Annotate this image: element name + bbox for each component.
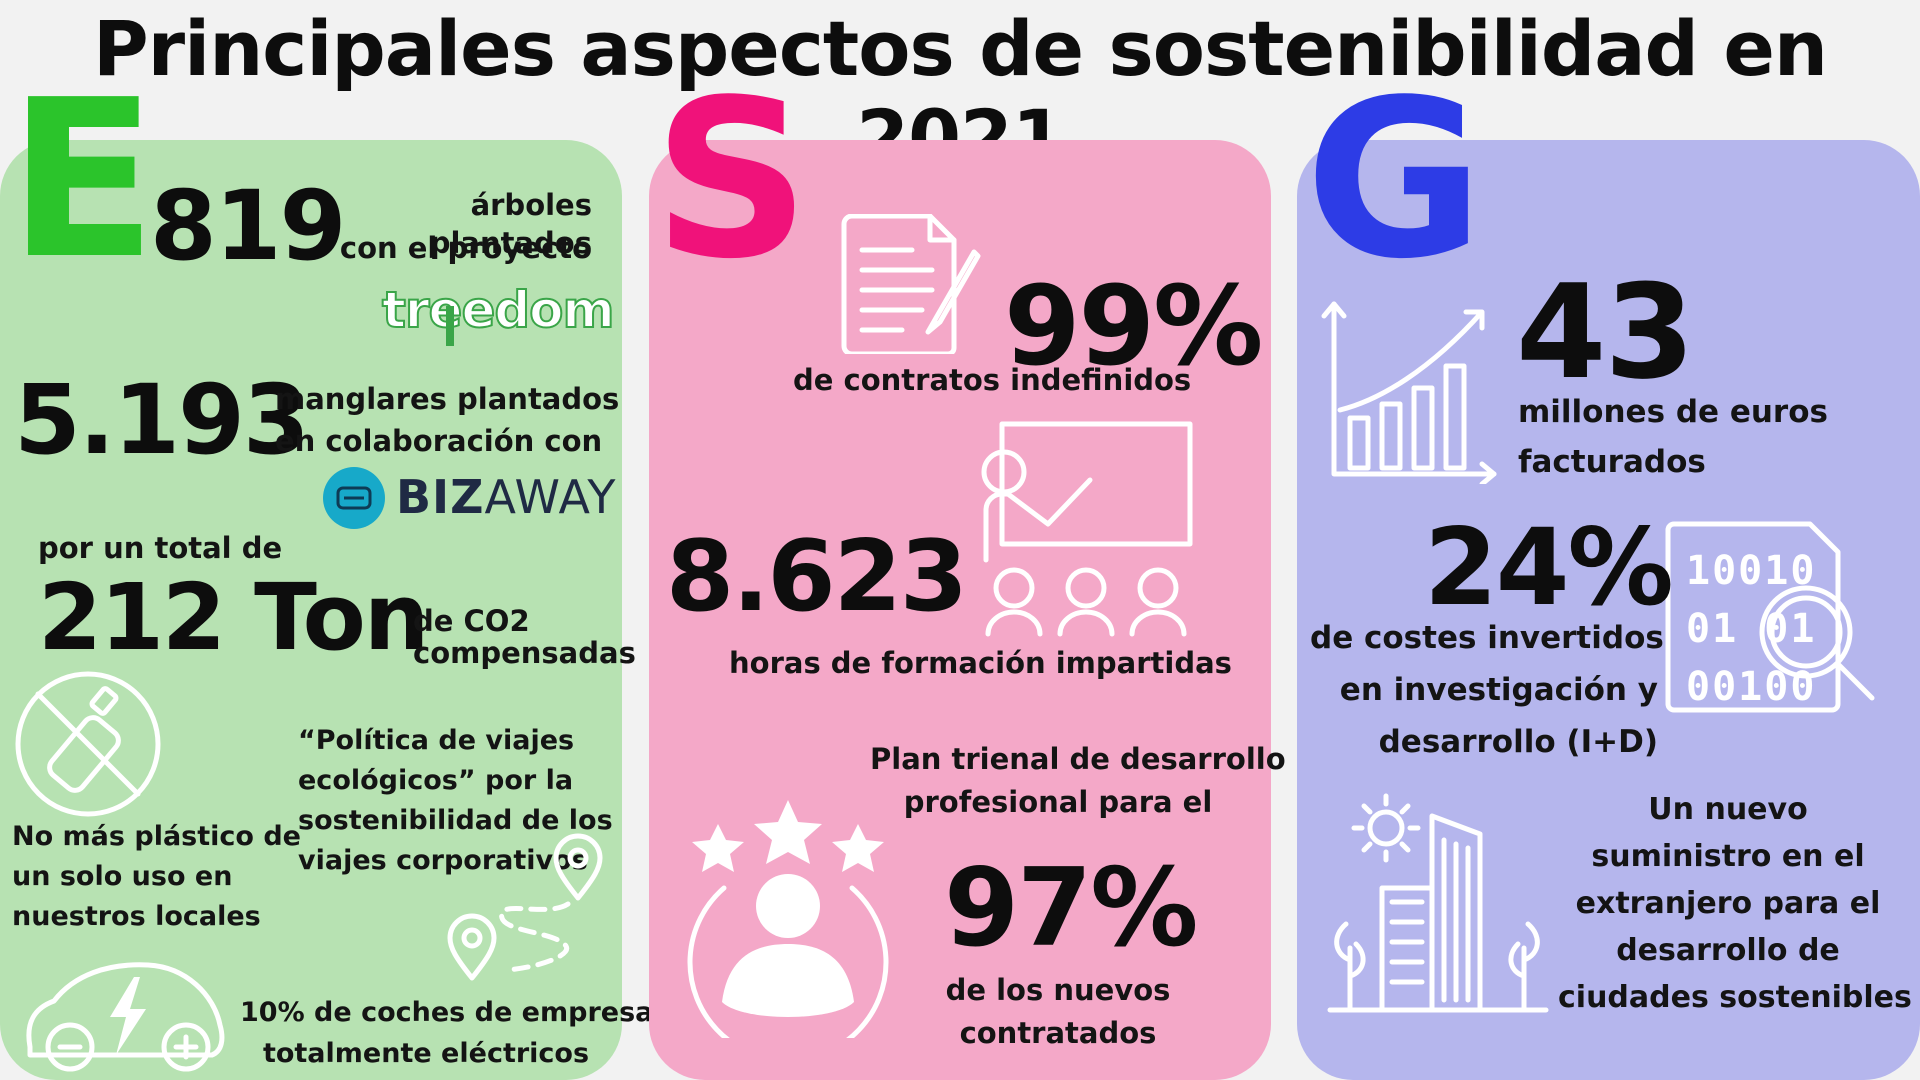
plan-label-3: de los nuevos bbox=[945, 973, 1171, 1007]
rd-icon-binary-2: 01 01 bbox=[1686, 606, 1817, 652]
rd-label-2: en investigación y bbox=[1339, 672, 1658, 708]
page-title: Principales aspectos de sostenibilidad e… bbox=[92, 4, 1828, 182]
supply-label-1: Un nuevo bbox=[1648, 792, 1808, 827]
supply-label-4: desarrollo de bbox=[1616, 933, 1840, 968]
travel-label-1: “Política de viajes bbox=[298, 725, 575, 756]
rated-employee-icon bbox=[687, 800, 889, 1038]
location-route-icon bbox=[447, 833, 603, 981]
total-prefix: por un total de bbox=[38, 531, 283, 565]
supply-label-3: extranjero para el bbox=[1575, 886, 1881, 921]
supply-label-5: ciudades sostenibles bbox=[1558, 980, 1912, 1015]
total-label-2: compensadas bbox=[413, 636, 636, 670]
bizaway-logo-away: AWAY bbox=[484, 470, 617, 524]
trees-label-2: con el proyecto bbox=[339, 231, 592, 265]
training-label: horas de formación impartidas bbox=[729, 646, 1232, 680]
g-letter: G bbox=[1305, 54, 1484, 307]
contracts-number: 99% bbox=[1004, 262, 1263, 390]
plastic-label-3: nuestros locales bbox=[12, 901, 261, 932]
mangroves-number: 5.193 bbox=[14, 364, 310, 476]
total-number: 212 Ton bbox=[38, 564, 429, 671]
bizaway-logo-icon bbox=[323, 467, 385, 529]
cars-label-2: totalmente eléctricos bbox=[262, 1038, 590, 1069]
plastic-label-1: No más plástico de bbox=[12, 821, 301, 852]
travel-label-3: sostenibilidad de los bbox=[298, 805, 613, 836]
plan-label-4: contratados bbox=[959, 1016, 1157, 1050]
treedom-tree-icon bbox=[446, 306, 454, 346]
cars-label-1: 10% de coches de empresa bbox=[240, 997, 654, 1028]
plan-label-1: Plan trienal de desarrollo bbox=[870, 742, 1286, 776]
plastic-label-2: un solo uso en bbox=[12, 861, 233, 892]
supply-label-2: suministro en el bbox=[1591, 839, 1865, 874]
social-panel bbox=[649, 140, 1271, 1080]
sustainable-city-icon bbox=[1327, 793, 1549, 1013]
training-number: 8.623 bbox=[666, 520, 968, 634]
revenue-label-2: facturados bbox=[1518, 444, 1706, 480]
rd-icon-binary-3: 00100 bbox=[1686, 664, 1817, 710]
data-search-icon bbox=[1665, 521, 1875, 713]
contract-document-icon bbox=[841, 214, 981, 354]
growth-chart-icon bbox=[1321, 301, 1497, 484]
rd-label-3: desarrollo (I+D) bbox=[1378, 724, 1658, 760]
rd-number: 24% bbox=[1424, 506, 1674, 629]
travel-label-4: viajes corporativos bbox=[298, 845, 588, 876]
electric-car-icon bbox=[26, 962, 225, 1072]
e-letter: E bbox=[8, 54, 157, 307]
contracts-label: de contratos indefinidos bbox=[793, 363, 1192, 397]
rd-icon-binary-1: 10010 bbox=[1686, 548, 1817, 594]
revenue-label-1: millones de euros bbox=[1518, 394, 1828, 430]
plan-label-2: profesional para el bbox=[903, 785, 1213, 819]
no-plastic-bottle-icon bbox=[15, 671, 161, 817]
s-letter: S bbox=[653, 54, 811, 307]
total-label-1: de CO2 bbox=[413, 604, 530, 638]
training-class-icon bbox=[981, 421, 1193, 637]
environmental-panel bbox=[0, 140, 622, 1080]
revenue-number: 43 bbox=[1516, 256, 1695, 408]
plan-number: 97% bbox=[944, 846, 1199, 971]
travel-label-2: ecológicos” por la bbox=[298, 765, 574, 796]
mangroves-label-2: en colaboración con bbox=[275, 424, 603, 458]
trees-number: 819 bbox=[150, 170, 346, 282]
rd-label-1: de costes invertidos bbox=[1310, 620, 1664, 656]
treedom-logo: treedom bbox=[381, 280, 616, 340]
trees-label-1: árboles plantados bbox=[429, 188, 592, 261]
bizaway-logo-biz: BIZ bbox=[396, 470, 485, 524]
bizaway-logo: BIZAWAY bbox=[396, 470, 616, 524]
mangroves-label-1: manglares plantados bbox=[275, 382, 620, 416]
